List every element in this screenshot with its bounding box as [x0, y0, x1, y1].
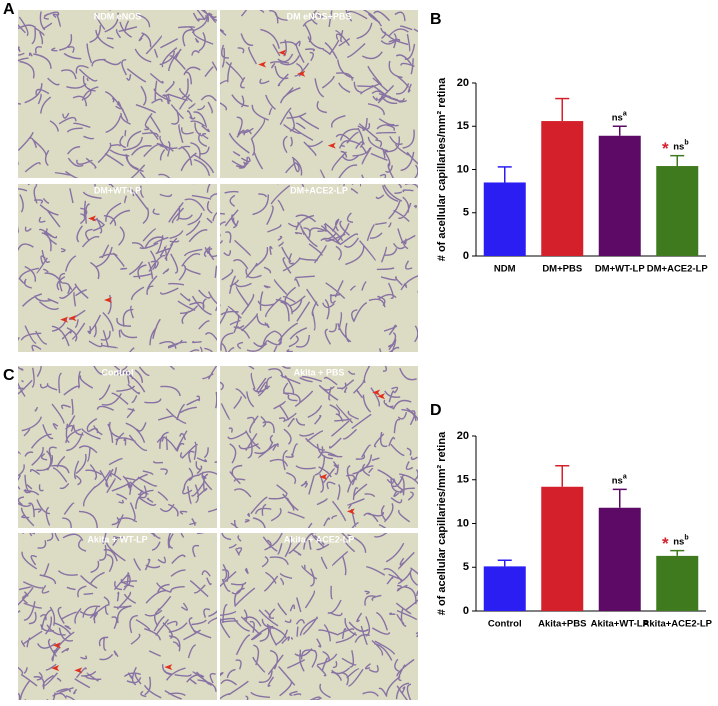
- x-tick-label: NDM: [494, 264, 516, 275]
- arrow: [377, 393, 386, 400]
- image-label: DM+ACE2-LP: [290, 185, 348, 195]
- arrow: [104, 297, 113, 304]
- x-tick-label: DM+ACE2-LP: [647, 264, 709, 275]
- image-label: Akita + PBS: [294, 367, 345, 377]
- annotation: nsb: [673, 534, 688, 547]
- capillaries: [18, 184, 217, 352]
- y-tick-label: 0: [463, 250, 469, 262]
- bar: [483, 182, 526, 256]
- arrow: [74, 667, 83, 674]
- micrograph: [18, 366, 217, 528]
- x-tick-label: Akita+ACE2-LP: [643, 619, 713, 630]
- y-tick-label: 10: [457, 517, 469, 529]
- arrow: [258, 61, 267, 68]
- micrograph: [220, 10, 418, 178]
- capillaries: [18, 533, 217, 700]
- micrograph-bg: [18, 366, 217, 528]
- micrograph-bg: [220, 533, 418, 700]
- capillaries: [220, 10, 418, 178]
- micrograph: [220, 184, 418, 352]
- significance-star: *: [662, 534, 669, 553]
- micrograph-bg: [18, 184, 217, 352]
- arrow: [88, 215, 97, 222]
- significance-star: *: [662, 139, 669, 158]
- y-axis-label: # of acellular capillaries/mm² retina: [436, 431, 448, 615]
- arrow: [164, 664, 173, 671]
- annotation-text: ns: [612, 112, 623, 123]
- x-tick-label: Control: [488, 619, 522, 630]
- image-label: Akita + WT-LP: [87, 534, 147, 544]
- micrograph: [18, 184, 217, 352]
- x-tick-label: DM+WT-LP: [595, 264, 646, 275]
- bar: [541, 486, 584, 611]
- annotation: nsa: [612, 110, 627, 123]
- panel-label: A: [3, 1, 15, 18]
- y-tick-label: 15: [457, 474, 469, 486]
- image-label: Control: [102, 367, 134, 377]
- image-label: NDM eNOS: [94, 11, 142, 21]
- arrow: [278, 49, 287, 56]
- annotation-text: ns: [673, 141, 684, 152]
- capillaries: [18, 366, 217, 528]
- y-tick-label: 5: [463, 207, 469, 219]
- annotation: nsb: [673, 140, 688, 153]
- annotation-text: ns: [612, 475, 623, 486]
- y-tick-label: 20: [457, 430, 469, 442]
- y-tick-label: 10: [457, 163, 469, 175]
- y-axis-label: # of acellular capillaries/mm² retina: [436, 77, 448, 261]
- arrow: [327, 142, 336, 149]
- annotation: nsa: [612, 473, 627, 486]
- micrograph-bg: [220, 184, 418, 352]
- bar: [598, 507, 641, 611]
- annotation-sup: b: [684, 534, 688, 541]
- annotation-text: ns: [673, 536, 684, 547]
- annotation-sup: b: [684, 140, 688, 147]
- arrow: [346, 508, 355, 515]
- x-tick-label: Akita+WT-LP: [591, 619, 650, 630]
- panel-label: D: [430, 402, 442, 419]
- arrow: [60, 316, 69, 323]
- x-tick-label: Akita+PBS: [538, 619, 586, 630]
- capillaries: [220, 184, 418, 352]
- y-tick-label: 20: [457, 77, 469, 89]
- micrograph: [18, 10, 217, 178]
- annotation-sup: a: [623, 473, 627, 480]
- micrograph: [220, 366, 418, 528]
- panel-label: B: [430, 11, 442, 28]
- image-label: DM+WT-LP: [94, 185, 141, 195]
- y-tick-label: 0: [463, 605, 469, 617]
- arrow: [68, 315, 77, 322]
- arrow: [372, 389, 381, 396]
- image-label: DM eNOS+PBS: [287, 11, 352, 21]
- y-tick-label: 15: [457, 120, 469, 132]
- arrow: [297, 70, 306, 77]
- panel-label: C: [3, 367, 15, 384]
- y-tick-label: 5: [463, 561, 469, 573]
- x-tick-label: DM+PBS: [542, 264, 582, 275]
- capillaries: [18, 10, 217, 178]
- arrow: [51, 665, 60, 672]
- bar: [483, 566, 526, 611]
- micrograph: [220, 533, 418, 700]
- capillaries: [220, 533, 418, 700]
- bar: [656, 555, 699, 611]
- bar: [656, 166, 699, 256]
- bar: [598, 135, 641, 256]
- annotation-sup: a: [623, 110, 627, 117]
- micrograph: [18, 533, 217, 700]
- bar: [541, 121, 584, 256]
- image-label: Akita + ACE2-LP: [284, 534, 354, 544]
- arrow: [52, 642, 61, 649]
- arrow: [319, 473, 328, 480]
- capillaries: [220, 366, 418, 528]
